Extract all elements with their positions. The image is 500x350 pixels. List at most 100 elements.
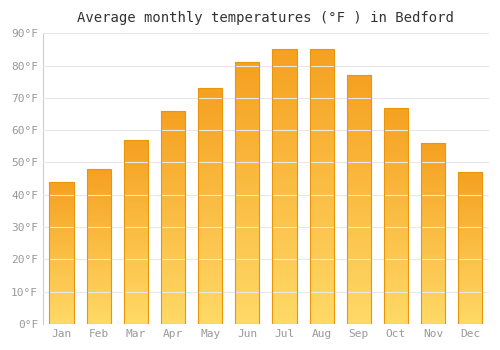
Bar bbox=[124, 234, 148, 235]
Bar bbox=[310, 203, 334, 204]
Bar bbox=[86, 182, 111, 183]
Bar bbox=[50, 273, 74, 274]
Bar bbox=[86, 301, 111, 302]
Bar bbox=[50, 294, 74, 295]
Bar bbox=[384, 148, 408, 149]
Bar bbox=[198, 111, 222, 112]
Bar bbox=[161, 135, 185, 136]
Bar bbox=[161, 155, 185, 156]
Bar bbox=[124, 204, 148, 205]
Bar bbox=[198, 250, 222, 251]
Bar bbox=[236, 132, 260, 133]
Bar bbox=[86, 211, 111, 212]
Bar bbox=[124, 266, 148, 267]
Bar bbox=[124, 211, 148, 212]
Bar bbox=[272, 56, 296, 58]
Bar bbox=[50, 280, 74, 281]
Bar bbox=[236, 151, 260, 153]
Bar bbox=[86, 174, 111, 175]
Bar bbox=[50, 263, 74, 264]
Bar bbox=[50, 297, 74, 298]
Bar bbox=[272, 226, 296, 228]
Bar bbox=[124, 176, 148, 177]
Bar bbox=[421, 283, 445, 284]
Bar bbox=[310, 103, 334, 104]
Bar bbox=[236, 79, 260, 80]
Bar bbox=[161, 136, 185, 138]
Bar bbox=[458, 272, 482, 273]
Bar bbox=[421, 298, 445, 299]
Bar bbox=[458, 234, 482, 235]
Bar bbox=[272, 125, 296, 126]
Bar bbox=[272, 177, 296, 178]
Bar bbox=[458, 275, 482, 276]
Bar bbox=[198, 201, 222, 203]
Bar bbox=[198, 262, 222, 264]
Bar bbox=[272, 141, 296, 143]
Bar bbox=[272, 93, 296, 95]
Bar bbox=[347, 300, 371, 302]
Bar bbox=[347, 307, 371, 308]
Bar bbox=[236, 150, 260, 151]
Bar bbox=[347, 297, 371, 298]
Bar bbox=[384, 150, 408, 151]
Bar bbox=[458, 217, 482, 218]
Bar bbox=[124, 320, 148, 321]
Bar bbox=[384, 280, 408, 281]
Bar bbox=[421, 299, 445, 300]
Bar bbox=[236, 255, 260, 256]
Bar bbox=[86, 235, 111, 236]
Bar bbox=[198, 163, 222, 165]
Bar bbox=[86, 317, 111, 318]
Bar bbox=[310, 187, 334, 188]
Bar bbox=[161, 317, 185, 319]
Bar bbox=[124, 224, 148, 225]
Bar bbox=[50, 232, 74, 233]
Bar bbox=[124, 166, 148, 167]
Bar bbox=[384, 321, 408, 322]
Bar bbox=[236, 62, 260, 324]
Bar bbox=[458, 276, 482, 277]
Bar bbox=[236, 96, 260, 98]
Bar bbox=[50, 282, 74, 283]
Bar bbox=[124, 230, 148, 231]
Bar bbox=[458, 262, 482, 263]
Bar bbox=[458, 300, 482, 301]
Bar bbox=[310, 201, 334, 202]
Bar bbox=[458, 318, 482, 319]
Bar bbox=[347, 312, 371, 313]
Bar bbox=[384, 297, 408, 298]
Bar bbox=[198, 239, 222, 240]
Bar bbox=[384, 266, 408, 267]
Bar bbox=[161, 201, 185, 202]
Bar bbox=[198, 266, 222, 267]
Bar bbox=[124, 262, 148, 263]
Bar bbox=[384, 223, 408, 224]
Bar bbox=[161, 252, 185, 253]
Bar bbox=[272, 49, 296, 324]
Bar bbox=[347, 188, 371, 190]
Bar bbox=[161, 250, 185, 252]
Bar bbox=[272, 67, 296, 69]
Bar bbox=[86, 318, 111, 319]
Bar bbox=[310, 96, 334, 97]
Bar bbox=[124, 159, 148, 160]
Bar bbox=[384, 203, 408, 204]
Bar bbox=[86, 240, 111, 241]
Bar bbox=[421, 196, 445, 197]
Bar bbox=[236, 73, 260, 74]
Bar bbox=[161, 292, 185, 293]
Bar bbox=[198, 219, 222, 220]
Bar bbox=[50, 307, 74, 308]
Bar bbox=[347, 257, 371, 258]
Bar bbox=[86, 258, 111, 259]
Bar bbox=[236, 62, 260, 64]
Bar bbox=[272, 149, 296, 151]
Bar bbox=[272, 284, 296, 286]
Bar bbox=[347, 180, 371, 181]
Bar bbox=[124, 248, 148, 250]
Bar bbox=[198, 131, 222, 132]
Bar bbox=[86, 181, 111, 182]
Bar bbox=[347, 82, 371, 83]
Bar bbox=[198, 297, 222, 298]
